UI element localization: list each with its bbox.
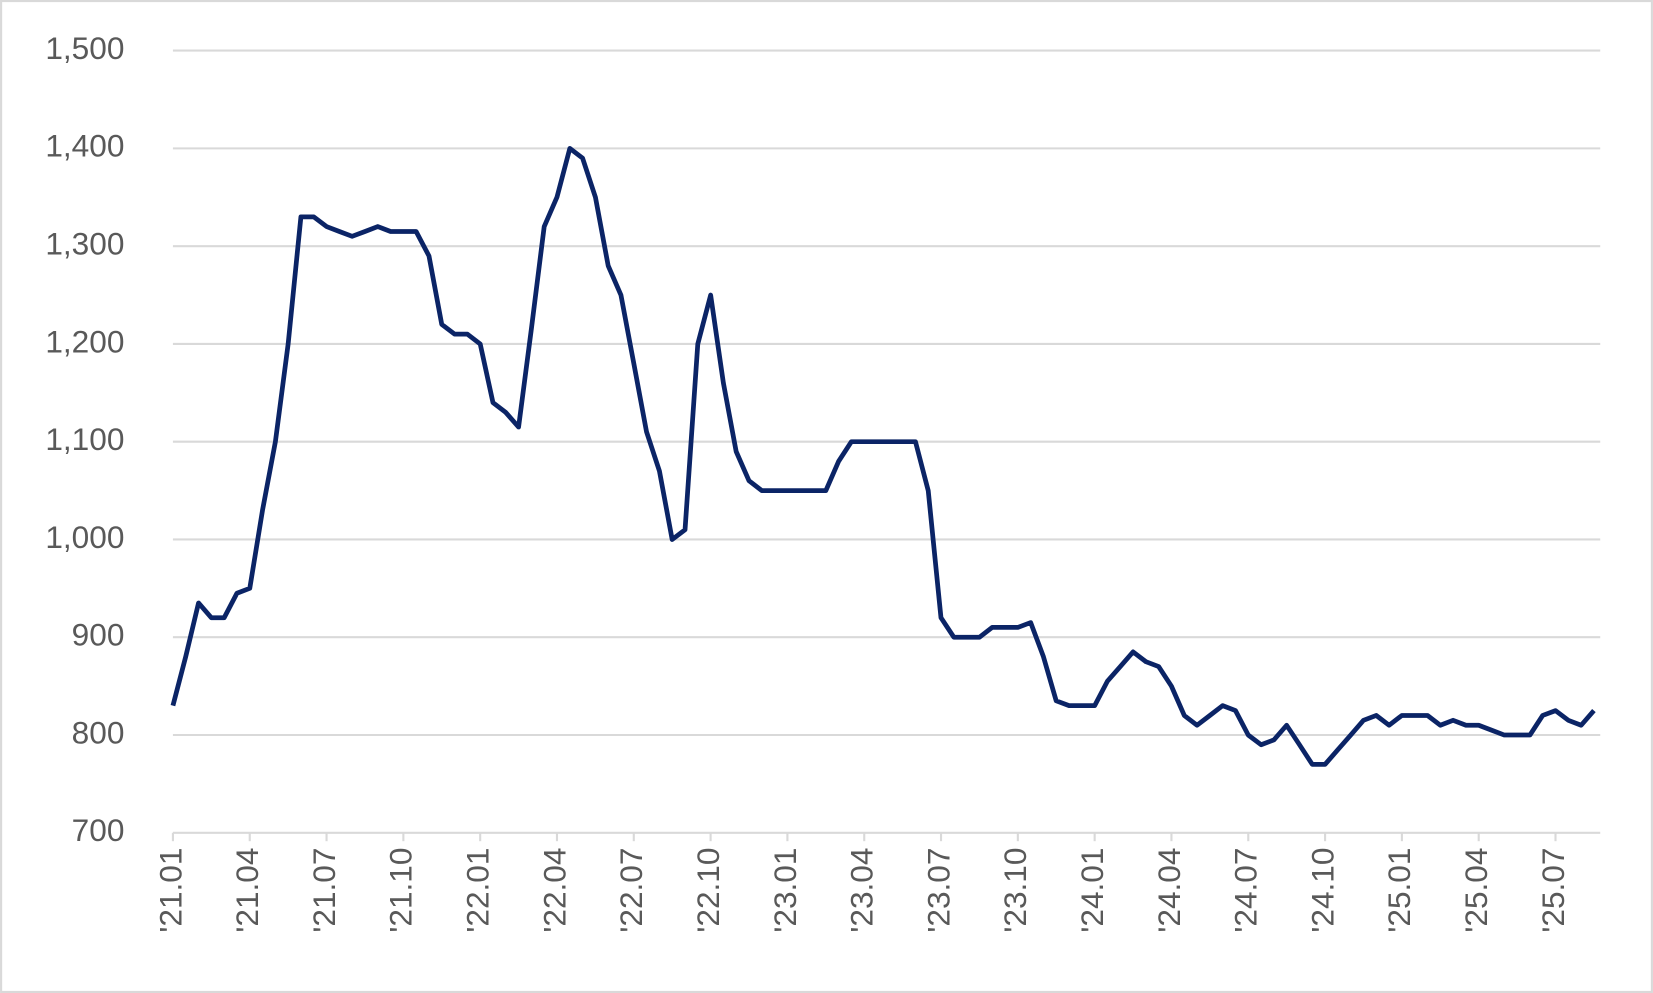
x-tick-label: '24.01: [1074, 848, 1110, 933]
x-tick-label: '23.07: [920, 848, 956, 933]
x-tick-label: '21.10: [383, 848, 419, 933]
x-tick-label: '23.10: [997, 848, 1033, 933]
x-tick-label: '22.10: [690, 848, 726, 933]
x-tick-label: '25.01: [1381, 848, 1417, 933]
y-tick-label: 1,300: [45, 226, 124, 262]
x-tick-label: '24.04: [1151, 848, 1187, 933]
x-tick-label: '23.04: [844, 848, 880, 933]
x-tick-label: '21.04: [229, 848, 265, 933]
y-tick-label: 800: [72, 714, 125, 750]
x-tick-label: '25.07: [1535, 848, 1571, 933]
y-tick-label: 1,000: [45, 519, 124, 555]
x-tick-label: '21.07: [306, 848, 342, 933]
x-tick-label: '22.01: [460, 848, 496, 933]
x-tick-label: '22.07: [613, 848, 649, 933]
y-tick-label: 700: [72, 812, 125, 848]
x-tick-label: '23.01: [767, 848, 803, 933]
y-tick-label: 1,400: [45, 128, 124, 164]
x-tick-label: '24.10: [1304, 848, 1340, 933]
x-tick-label: '24.07: [1228, 848, 1264, 933]
y-tick-label: 1,200: [45, 323, 124, 359]
x-tick-label: '21.01: [152, 848, 188, 933]
y-tick-label: 1,500: [45, 30, 124, 66]
line-series: [170, 146, 1596, 767]
y-tick-label: 900: [72, 617, 125, 653]
x-tick-label: '22.04: [536, 848, 572, 933]
y-tick-label: 1,100: [45, 421, 124, 457]
x-tick-label: '25.04: [1458, 848, 1494, 933]
